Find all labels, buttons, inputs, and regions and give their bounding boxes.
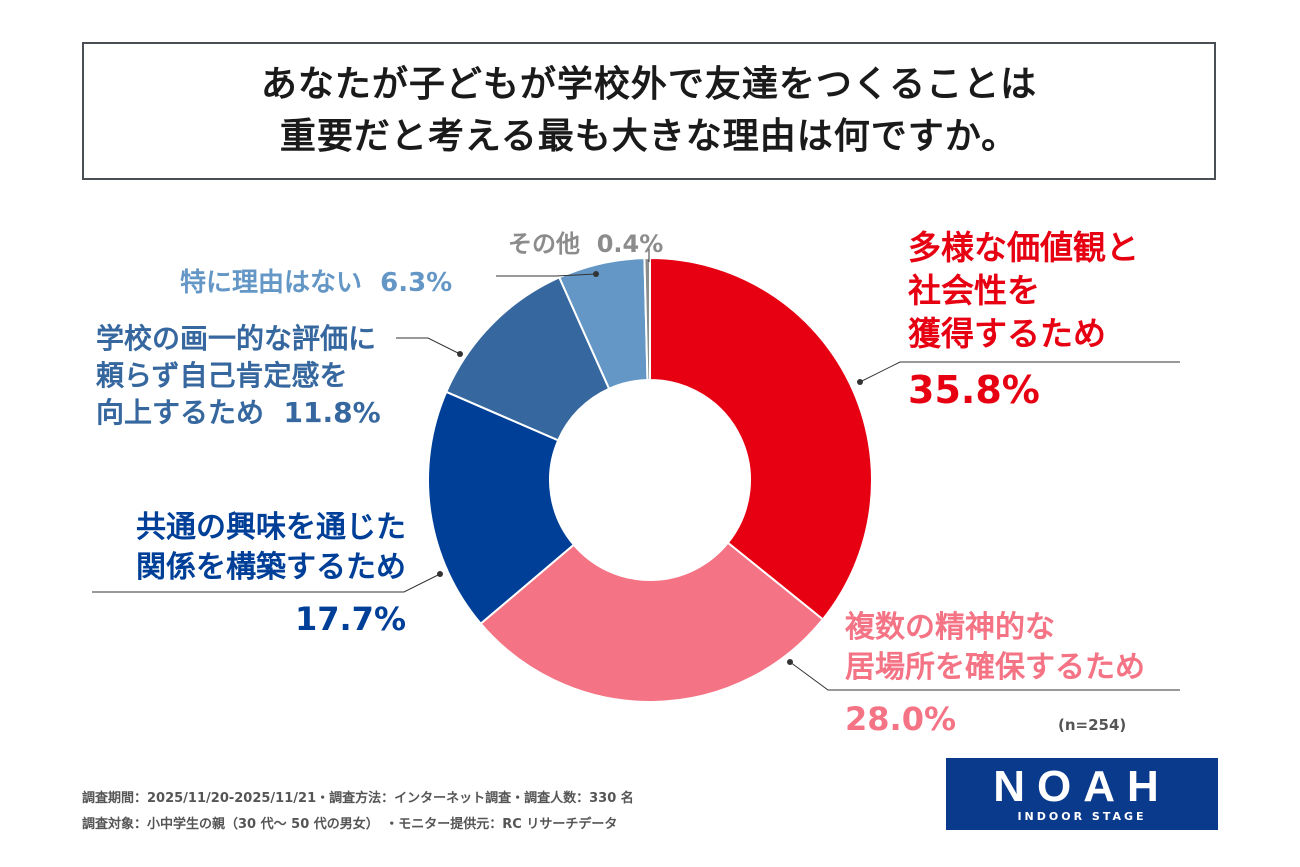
label-none: 特に理由はない 6.3% bbox=[180, 262, 452, 299]
leader-dot-common bbox=[437, 571, 443, 577]
label-other-text: その他 bbox=[508, 230, 580, 258]
label-diverse-line-1: 多様な価値観と bbox=[908, 228, 1139, 267]
noah-logo: NOAH INDOOR STAGE bbox=[946, 758, 1218, 830]
slice-common bbox=[427, 390, 576, 626]
label-diverse-line-3: 獲得するため bbox=[908, 314, 1106, 353]
leader-places bbox=[789, 661, 1180, 691]
value-self: 11.8% bbox=[283, 396, 381, 429]
leader-dot-diverse bbox=[857, 379, 863, 385]
value-places: 28.0% bbox=[845, 700, 957, 738]
label-common-line-1: 共通の興味を通じた bbox=[136, 510, 406, 545]
slice-places bbox=[479, 541, 825, 703]
label-common-line-2: 関係を構築するため bbox=[136, 550, 406, 585]
label-other: その他 0.4% bbox=[508, 224, 663, 259]
label-self-line-1: 学校の画一的な評価に bbox=[96, 322, 377, 355]
label-self-line-3: 向上するため 11.8% bbox=[96, 394, 381, 431]
value-none: 6.3% bbox=[380, 268, 453, 298]
leader-self bbox=[396, 337, 461, 355]
sample-size: (n=254) bbox=[1058, 716, 1127, 734]
label-places: 複数の精神的な 居場所を確保するため bbox=[845, 608, 1145, 688]
label-self: 学校の画一的な評価に 頼らず自己肯定感を 向上するため 11.8% bbox=[96, 320, 381, 431]
leader-dot-places bbox=[787, 659, 793, 665]
value-common: 17.7% bbox=[294, 600, 406, 638]
leader-common bbox=[92, 573, 441, 593]
label-places-line-2: 居場所を確保するため bbox=[845, 650, 1145, 685]
leader-diverse bbox=[859, 361, 1180, 383]
value-diverse: 35.8% bbox=[908, 368, 1040, 412]
logo-word: NOAH bbox=[993, 762, 1171, 811]
title-line-1: あなたが子どもが学校外で友達をつくることは bbox=[260, 64, 1038, 105]
leader-none bbox=[496, 273, 597, 277]
label-self-line-2: 頼らず自己肯定感を bbox=[96, 359, 348, 392]
label-self-line-3-text: 向上するため bbox=[96, 396, 265, 429]
label-diverse-line-2: 社会性を bbox=[908, 271, 1040, 310]
label-places-line-1: 複数の精神的な bbox=[845, 610, 1055, 645]
slice-self bbox=[444, 276, 611, 442]
label-diverse: 多様な価値観と 社会性を 獲得するため bbox=[908, 226, 1139, 355]
title-line-2: 重要だと考える最も大きな理由は何ですか。 bbox=[279, 116, 1019, 157]
value-other: 0.4% bbox=[596, 230, 664, 258]
footer-line-1: 調査期間：2025/11/20-2025/11/21・調査方法：インターネット調… bbox=[82, 791, 634, 806]
footer-line-2: 調査対象：小中学生の親（30 代～ 50 代の男女） ・モニター提供元：RC リ… bbox=[82, 817, 618, 832]
leader-dot-none bbox=[593, 271, 599, 277]
label-none-text: 特に理由はない bbox=[180, 268, 363, 298]
leader-dot-self bbox=[457, 351, 463, 357]
title-box: あなたが子どもが学校外で友達をつくることは 重要だと考える最も大きな理由は何です… bbox=[82, 42, 1216, 180]
logo-subtitle: INDOOR STAGE bbox=[1017, 810, 1147, 823]
slice-other bbox=[643, 256, 651, 382]
label-common: 共通の興味を通じた 関係を構築するため bbox=[100, 508, 406, 588]
slice-diverse bbox=[649, 256, 873, 621]
